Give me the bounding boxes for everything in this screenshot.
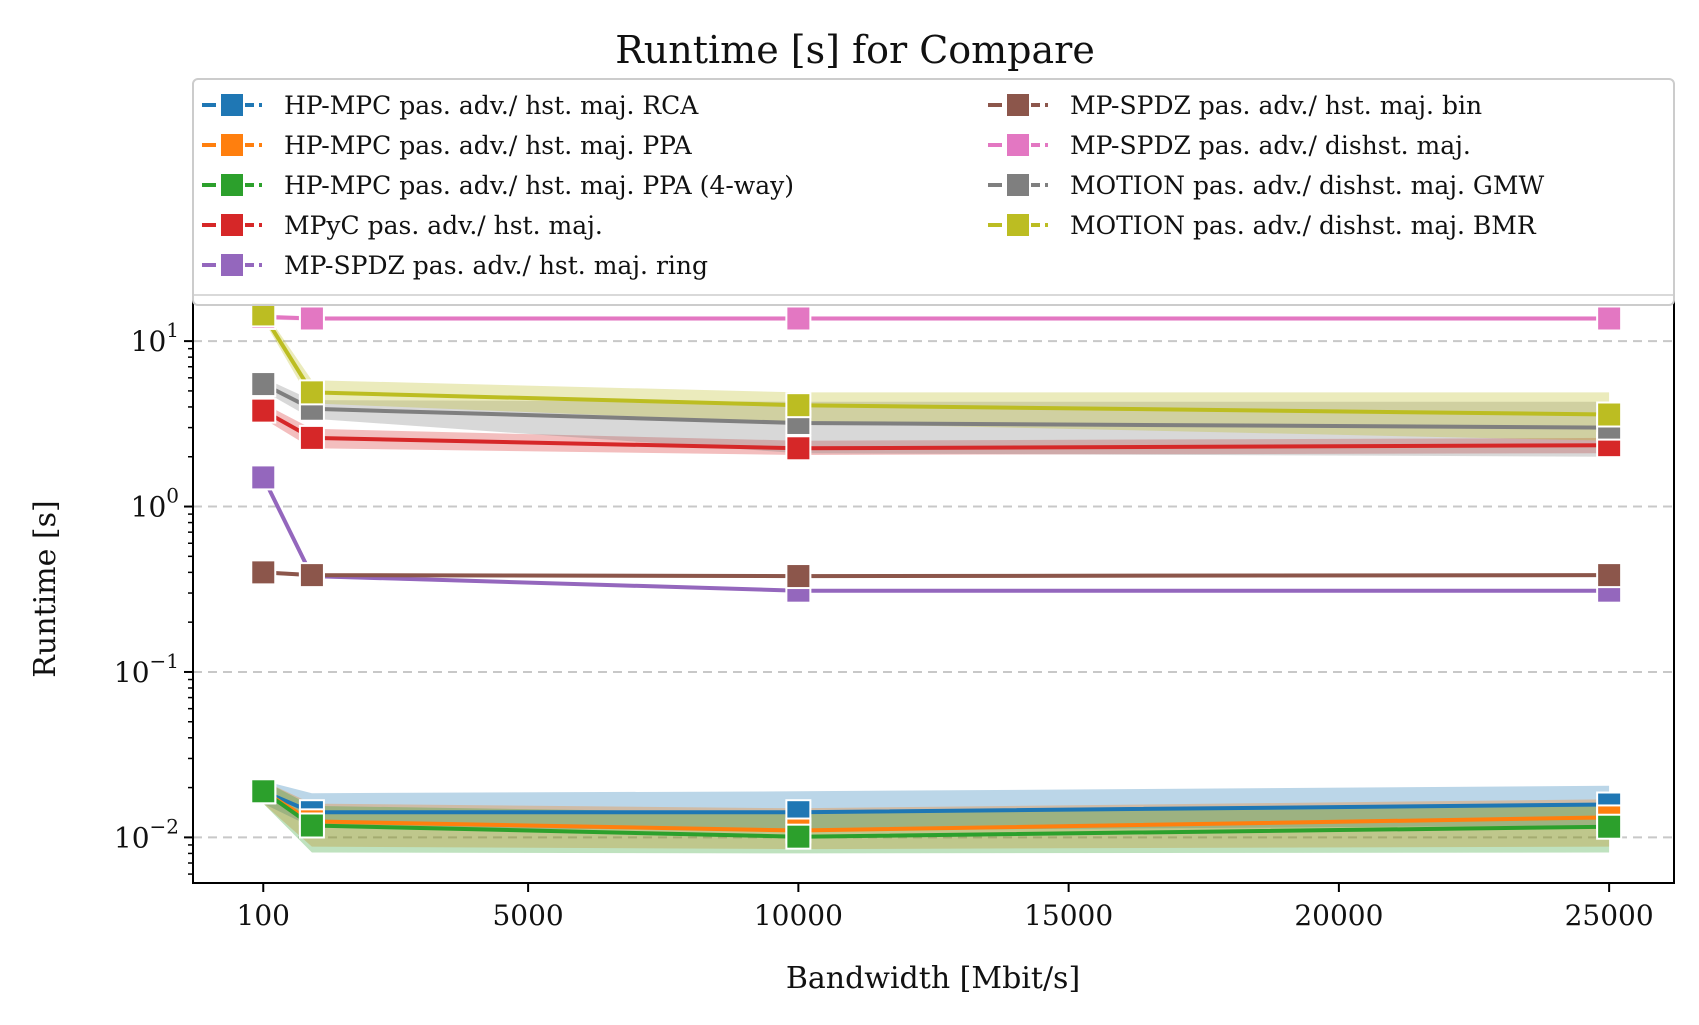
series-lines (261, 313, 1610, 839)
x-axis-ticks: 100 5000 10000 15000 20000 25000 (237, 883, 1654, 932)
data-point (298, 379, 325, 406)
series-band (263, 780, 1610, 854)
series-line (262, 789, 1610, 815)
x-tick-label: 5000 (492, 899, 563, 932)
y-axis-ticks: 10−2 10−1 100 101 (114, 318, 193, 875)
data-point (250, 301, 277, 328)
legend-label: MPyC pas. adv./ hst. maj. (284, 211, 603, 240)
legend-marker (219, 132, 245, 158)
legend-marker (1005, 172, 1031, 198)
legend-marker (219, 172, 245, 198)
x-tick-label: 20000 (1294, 899, 1383, 932)
legend-entry: HP-MPC pas. adv./ hst. maj. RCA (202, 91, 699, 120)
legend-label: HP-MPC pas. adv./ hst. maj. PPA (4-way) (284, 171, 794, 200)
legend: HP-MPC pas. adv./ hst. maj. RCA HP-MPC pa… (192, 78, 1675, 306)
legend-marker (219, 212, 245, 238)
y-tick-label: 10−2 (114, 814, 179, 854)
legend-entry: MP-SPDZ pas. adv./ hst. maj. ring (202, 251, 708, 280)
y-tick-label: 100 (131, 484, 179, 524)
data-point (785, 435, 812, 462)
series-markers (250, 301, 1623, 850)
series-line (261, 313, 1610, 417)
data-point (250, 464, 277, 491)
legend-marker (1005, 92, 1031, 118)
x-tick-label: 100 (237, 899, 290, 932)
legend-label: MP-SPDZ pas. adv./ hst. maj. ring (284, 251, 708, 280)
legend-label: HP-MPC pas. adv./ hst. maj. RCA (284, 91, 699, 120)
legend-entry: MOTION pas. adv./ dishst. maj. BMR (988, 211, 1537, 240)
legend-entry: HP-MPC pas. adv./ hst. maj. PPA (4-way) (202, 171, 794, 200)
data-point (250, 559, 277, 586)
legend-entry: MPyC pas. adv./ hst. maj. (202, 211, 603, 240)
series-line (262, 382, 1610, 430)
data-point (785, 563, 812, 590)
legend-marker (1005, 132, 1031, 158)
data-point (250, 371, 277, 398)
legend-entry: MOTION pas. adv./ dishst. maj. GMW (988, 171, 1544, 200)
series-line (261, 476, 1610, 593)
legend-label: MOTION pas. adv./ dishst. maj. GMW (1070, 171, 1544, 200)
series-band (263, 780, 1610, 831)
data-point (298, 562, 325, 589)
legend-entry: MP-SPDZ pas. adv./ hst. maj. bin (988, 91, 1482, 120)
series-line (263, 314, 1610, 321)
data-point (785, 392, 812, 419)
legend-label: HP-MPC pas. adv./ hst. maj. PPA (284, 131, 693, 160)
data-point (298, 812, 325, 839)
series-line (263, 570, 1610, 579)
y-tick-label: 101 (131, 318, 179, 358)
data-point (785, 305, 812, 332)
data-point (785, 823, 812, 850)
series-line (262, 789, 1610, 839)
x-tick-label: 15000 (1024, 899, 1113, 932)
data-point (1596, 562, 1623, 589)
y-axis-label: Runtime [s] (28, 500, 63, 677)
legend-box (192, 78, 1675, 306)
grid-lines (193, 340, 1674, 839)
series-line (262, 408, 1610, 451)
legend-label: MP-SPDZ pas. adv./ hst. maj. bin (1070, 91, 1482, 120)
legend-entry: MP-SPDZ pas. adv./ dishst. maj. (988, 131, 1471, 160)
data-point (298, 305, 325, 332)
data-point (250, 778, 277, 805)
data-point (1596, 401, 1623, 428)
data-point (250, 397, 277, 424)
legend-marker (219, 92, 245, 118)
y-tick-label: 10−1 (114, 649, 179, 689)
x-tick-label: 10000 (754, 899, 843, 932)
series-band (263, 377, 1610, 457)
x-tick-label: 25000 (1565, 899, 1654, 932)
legend-label: MP-SPDZ pas. adv./ dishst. maj. (1070, 131, 1471, 160)
chart-title: Runtime [s] for Compare (615, 28, 1095, 72)
legend-marker (1005, 212, 1031, 238)
legend-entry: HP-MPC pas. adv./ hst. maj. PPA (202, 131, 693, 160)
x-axis-label: Bandwidth [Mbit/s] (786, 961, 1080, 996)
legend-label: MOTION pas. adv./ dishst. maj. BMR (1070, 211, 1537, 240)
data-point (298, 424, 325, 451)
data-point (1596, 813, 1623, 840)
legend-marker (219, 252, 245, 278)
data-point (1596, 305, 1623, 332)
series-band (263, 309, 1610, 441)
